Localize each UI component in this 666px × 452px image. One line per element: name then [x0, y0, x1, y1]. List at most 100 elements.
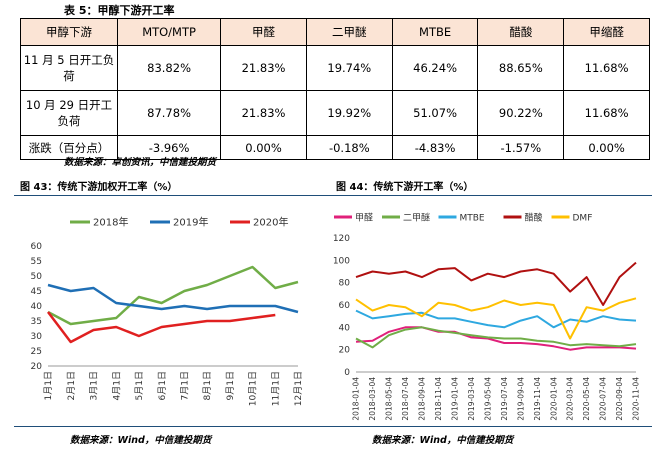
legend-label: MTBE — [460, 214, 485, 224]
figure-44-chart: 0 20 40 60 80 100 120 2018-01-04 2018-03-04 2018-… — [333, 212, 641, 421]
table-cell: 11.68% — [563, 90, 650, 136]
x-tick-label: 8月1日 — [202, 371, 213, 400]
header-cell: MTBE — [391, 18, 479, 46]
y-tick-label: 120 — [333, 234, 350, 244]
series-line — [355, 261, 637, 306]
table-cell: 0.00% — [220, 135, 307, 160]
divider — [14, 195, 652, 196]
figure-44-source: 数据来源：Wind，中信建投期货 — [372, 435, 514, 446]
table-header-row: 甲醇下游 MTO/MTP 甲醛 二甲醚 MTBE 醋酸 甲缩醛 — [20, 18, 650, 46]
header-cell: 甲醇下游 — [20, 18, 118, 46]
table-row: 11 月 5 日开工负荷 83.82% 21.83% 19.74% 46.24%… — [20, 45, 650, 91]
x-tick-label: 2020-03-04 — [566, 377, 575, 421]
y-tick-label: 40 — [31, 302, 43, 312]
y-tick-label: 25 — [31, 347, 42, 357]
table-source: 数据来源：卓创资讯，中信建投期货 — [64, 157, 217, 168]
x-tick-label: 7月1日 — [180, 371, 191, 400]
x-tick-label: 2020-07-04 — [599, 377, 608, 421]
y-tick-label: 55 — [31, 257, 42, 267]
y-tick-label: 20 — [339, 346, 351, 356]
table-cell: -1.57% — [477, 135, 565, 160]
header-cell: MTO/MTP — [116, 18, 222, 46]
series-line — [47, 311, 276, 344]
table-row: 10 月 29 日开工负荷 87.78% 21.83% 19.92% 51.07… — [20, 90, 650, 136]
x-tick-label: 2019-07-04 — [500, 377, 509, 421]
header-cell: 醋酸 — [477, 18, 565, 46]
row-label: 涨跌（百分点） — [20, 135, 118, 160]
x-tick-label: 4月1日 — [111, 371, 122, 400]
table-cell: 87.78% — [116, 90, 222, 136]
row-label: 10 月 29 日开工负荷 — [20, 90, 118, 136]
x-tick-label: 5月1日 — [134, 371, 145, 400]
y-tick-label: 80 — [339, 279, 351, 289]
x-tick-label: 2019-11-04 — [533, 377, 542, 421]
series-line — [47, 283, 299, 314]
x-tick-label: 10月1日 — [248, 371, 259, 406]
header-cell: 二甲醚 — [305, 18, 393, 46]
legend-label: DMF — [573, 214, 593, 224]
header-cell: 甲缩醛 — [563, 18, 650, 46]
series-line — [355, 326, 637, 349]
y-tick-label: 60 — [339, 301, 351, 311]
table-cell: 83.82% — [116, 45, 222, 91]
x-tick-label: 11月1日 — [270, 371, 281, 406]
x-tick-label: 2020-09-04 — [615, 377, 624, 421]
table-cell: 88.65% — [477, 45, 565, 91]
series-line — [355, 326, 637, 351]
table-cell: -4.83% — [391, 135, 479, 160]
y-tick-label: 0 — [344, 368, 350, 378]
table-cell: -0.18% — [305, 135, 393, 160]
x-tick-label: 2020-01-04 — [549, 377, 558, 421]
figure-43-source: 数据来源：Wind，中信建投期货 — [70, 435, 212, 446]
divider — [14, 426, 652, 427]
y-tick-label: 40 — [339, 323, 351, 333]
legend-label: 醋酸 — [525, 212, 543, 224]
y-tick-label: 60 — [31, 242, 43, 252]
legend-label: 2020年 — [253, 216, 288, 229]
table-caption: 表 5：甲醇下游开工率 — [64, 4, 175, 17]
table-cell: 46.24% — [391, 45, 479, 91]
table-cell: 11.68% — [563, 45, 650, 91]
y-tick-label: 30 — [31, 332, 43, 342]
table-cell: 0.00% — [563, 135, 650, 160]
x-tick-label: 2018-01-04 — [352, 377, 361, 421]
x-tick-label: 2月1日 — [66, 371, 77, 400]
x-tick-label: 9月1日 — [225, 371, 236, 400]
figure-44-caption: 图 44：传统下游开工率（%） — [336, 182, 474, 193]
x-tick-label: 2019-03-04 — [467, 377, 476, 421]
x-tick-label: 12月1日 — [293, 371, 304, 406]
x-tick-label: 2018-05-04 — [385, 377, 394, 421]
x-tick-label: 2018-11-04 — [434, 377, 443, 421]
x-tick-label: 2020-11-04 — [632, 377, 641, 421]
table-cell: 21.83% — [220, 90, 307, 136]
x-tick-label: 3月1日 — [89, 371, 100, 400]
x-tick-label: 2018-07-04 — [401, 377, 410, 421]
legend-label: 二甲醚 — [403, 212, 430, 224]
y-tick-label: 50 — [31, 272, 43, 282]
table-cell: 51.07% — [391, 90, 479, 136]
table-cell: -3.96% — [116, 135, 222, 160]
legend-label: 2018年 — [93, 216, 128, 229]
x-tick-label: 2018-03-04 — [368, 377, 377, 421]
y-tick-label: 100 — [333, 256, 350, 266]
y-tick-label: 45 — [31, 287, 42, 297]
x-tick-label: 2019-09-04 — [516, 377, 525, 421]
figure-43-chart: 20 25 30 35 40 45 50 55 60 1月1日 2月1日 3月1日 4月1日 5月1日 6月… — [31, 216, 305, 407]
series-line — [355, 297, 637, 340]
header-cell: 甲醛 — [220, 18, 307, 46]
x-tick-label: 1月1日 — [43, 371, 54, 400]
table-cell: 19.92% — [305, 90, 393, 136]
table-cell: 21.83% — [220, 45, 307, 91]
legend-label: 甲醛 — [355, 212, 373, 224]
x-tick-label: 2020-05-04 — [582, 377, 591, 421]
x-tick-label: 6月1日 — [157, 371, 168, 400]
table-cell: 19.74% — [305, 45, 393, 91]
legend-label: 2019年 — [173, 216, 208, 229]
table-row: 涨跌（百分点） -3.96% 0.00% -0.18% -4.83% -1.57… — [20, 135, 650, 160]
series-line — [355, 309, 637, 329]
x-tick-label: 2019-01-04 — [450, 377, 459, 421]
x-tick-label: 2018-09-04 — [418, 377, 427, 421]
figure-43-caption: 图 43：传统下游加权开工率（%） — [20, 182, 178, 193]
y-tick-label: 35 — [31, 317, 42, 327]
x-tick-label: 2019-05-04 — [483, 377, 492, 421]
